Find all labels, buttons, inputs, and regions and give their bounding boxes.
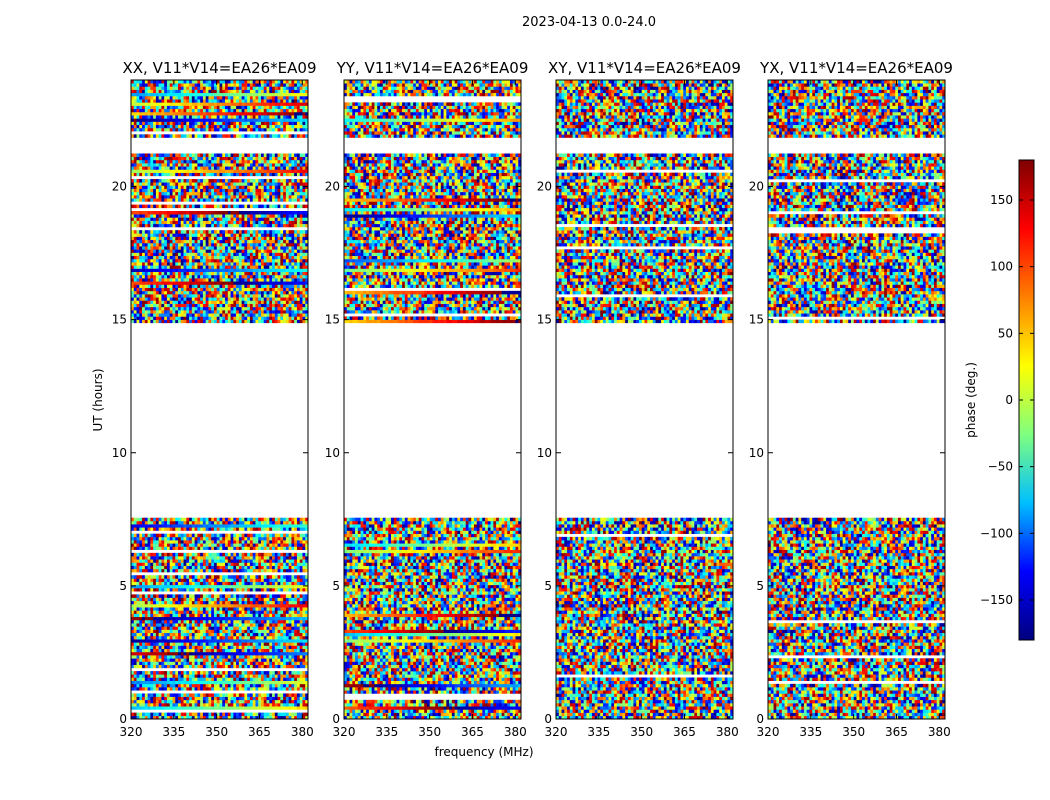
panel-yx-phase-cells [768,80,945,719]
panel-xy-title: XY, V11*V14=EA26*EA09 [548,59,741,77]
y-tick-label: 15 [325,313,340,327]
y-tick-label: 0 [119,712,127,726]
panel-xy-frame [555,79,734,720]
y-tick-label: 15 [537,313,552,327]
colorbar: 150 100 50 0 −50 −100 −150 [980,159,1035,641]
colorbar-tick-label: −150 [980,593,1013,607]
panel-xy-phase-cells [556,80,733,719]
y-tick-label: 5 [119,579,127,593]
panel-xy: XY, V11*V14=EA26*EA09 320 335 350 365 380 0 5 10… [537,59,741,739]
x-tick-label: 350 [205,725,228,739]
panels-group: XX, V11*V14=EA26*EA09 320 335 350 365 380 0 5 10… [112,59,953,739]
y-tick-label: 20 [537,180,552,194]
y-tick-label: 15 [112,313,127,327]
y-tick-label: 20 [325,180,340,194]
x-axis-label: frequency (MHz) [434,745,533,759]
panel-yy-frame [343,79,522,720]
panel-yy: YY, V11*V14=EA26*EA09 320 335 350 365 380 0 5 10… [325,59,529,739]
y-tick-label: 5 [332,579,340,593]
panel-yx: YX, V11*V14=EA26*EA09 320 335 350 365 380 0 5 10… [749,59,953,739]
x-tick-label: 350 [630,725,653,739]
panel-xx-phase-cells [131,80,308,719]
colorbar-tick-label: −100 [980,526,1013,540]
x-tick-label: 380 [291,725,314,739]
x-tick-label: 380 [504,725,527,739]
y-tick-label: 0 [332,712,340,726]
y-tick-label: 15 [749,313,764,327]
panel-yy-title: YY, V11*V14=EA26*EA09 [336,59,529,77]
x-tick-label: 380 [716,725,739,739]
y-tick-label: 0 [544,712,552,726]
x-tick-label: 350 [418,725,441,739]
x-tick-label: 365 [885,725,908,739]
y-tick-label: 0 [756,712,764,726]
y-tick-label: 20 [112,180,127,194]
colorbar-tick-label: 50 [998,326,1013,340]
x-tick-label: 365 [248,725,271,739]
y-tick-label: 20 [749,180,764,194]
x-tick-label: 320 [757,725,780,739]
y-tick-label: 10 [749,446,764,460]
panel-xx-frame [130,79,309,720]
colorbar-tick-label: 150 [990,193,1013,207]
y-axis-label: UT (hours) [91,368,105,431]
colorbar-tick-label: −50 [988,460,1013,474]
y-tick-label: 5 [756,579,764,593]
x-tick-label: 320 [120,725,143,739]
y-tick-label: 10 [325,446,340,460]
figure-title: 2023-04-13 0.0-24.0 [522,15,656,30]
panel-yx-title: YX, V11*V14=EA26*EA09 [759,59,953,77]
y-tick-label: 5 [544,579,552,593]
x-tick-label: 320 [333,725,356,739]
x-tick-label: 365 [461,725,484,739]
x-tick-label: 320 [545,725,568,739]
panel-xx: XX, V11*V14=EA26*EA09 320 335 350 365 380 0 5 10… [112,59,317,739]
y-tick-label: 10 [112,446,127,460]
panel-xx-title: XX, V11*V14=EA26*EA09 [122,59,316,77]
x-tick-label: 335 [375,725,398,739]
x-tick-label: 335 [587,725,610,739]
y-tick-label: 10 [537,446,552,460]
x-tick-label: 380 [928,725,951,739]
panel-yy-phase-cells [344,80,521,719]
colorbar-label: phase (deg.) [964,362,978,438]
colorbar-tick-label: 100 [990,260,1013,274]
x-tick-label: 365 [673,725,696,739]
colorbar-tick-label: 0 [1005,393,1013,407]
x-tick-label: 335 [799,725,822,739]
x-tick-label: 350 [842,725,865,739]
x-tick-label: 335 [162,725,185,739]
panel-yx-frame [767,79,946,720]
